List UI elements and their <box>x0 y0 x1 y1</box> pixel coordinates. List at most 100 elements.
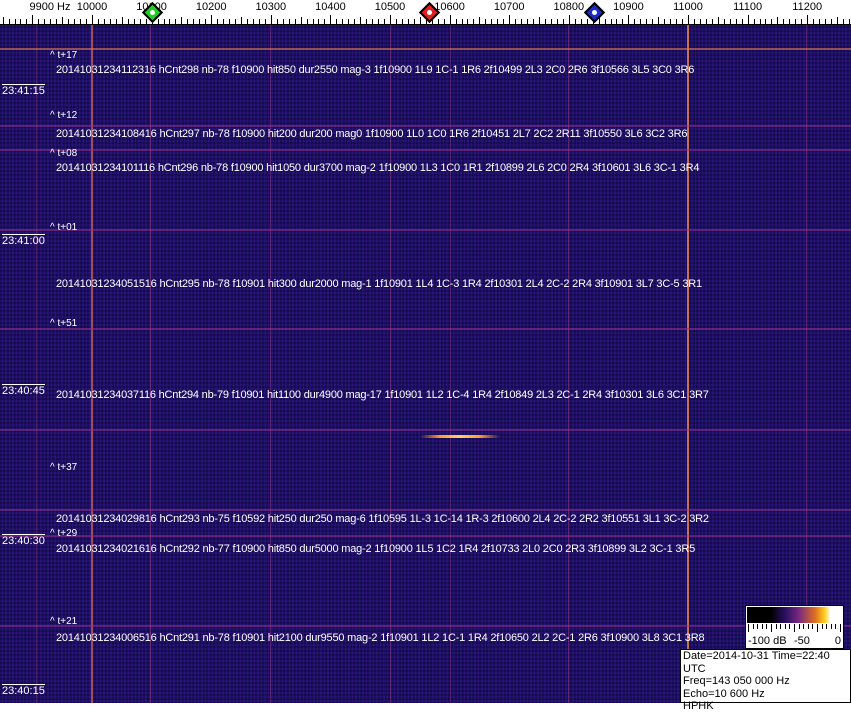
axis-tick <box>289 19 290 25</box>
color-tick <box>761 624 763 629</box>
axis-tick <box>74 19 75 25</box>
axis-tick <box>432 19 433 25</box>
interference-line <box>0 625 851 627</box>
axis-tick <box>616 19 617 25</box>
axis-tick <box>134 19 135 25</box>
axis-tick <box>527 19 528 25</box>
axis-tick <box>62 17 63 25</box>
axis-tick <box>348 19 349 25</box>
axis-tick <box>283 19 284 25</box>
meteor-event-record: 20141031234101116 hCnt296 nb-78 f10900 h… <box>56 162 700 174</box>
axis-tick <box>253 19 254 25</box>
axis-tick <box>497 19 498 25</box>
color-tick <box>812 624 814 629</box>
axis-tick <box>3 17 4 25</box>
axis-tick <box>801 19 802 25</box>
signal-line <box>450 25 451 703</box>
axis-tick <box>813 19 814 25</box>
axis-tick <box>211 15 212 25</box>
axis-tick <box>658 17 659 25</box>
axis-tick <box>26 19 27 25</box>
axis-tick <box>491 19 492 25</box>
axis-tick <box>849 19 850 25</box>
axis-tick <box>110 19 111 25</box>
axis-tick <box>438 19 439 25</box>
interference-line <box>0 149 851 151</box>
time-label: 23:41:00 <box>2 234 45 247</box>
axis-tick <box>467 19 468 25</box>
time-label: 23:41:15 <box>2 84 45 97</box>
time-offset-label: ^ t+01 <box>50 222 78 233</box>
axis-tick <box>330 15 331 25</box>
time-offset-label: ^ t+29 <box>50 528 78 539</box>
axis-tick <box>795 19 796 25</box>
time-offset-label: ^ t+17 <box>50 50 78 61</box>
axis-tick <box>295 19 296 25</box>
color-tick <box>794 624 795 632</box>
color-tick <box>817 624 818 632</box>
axis-tick <box>754 19 755 25</box>
color-tick <box>840 624 841 632</box>
axis-tick <box>181 17 182 25</box>
axis-tick <box>676 19 677 25</box>
interference-line <box>0 48 851 50</box>
axis-tick <box>485 19 486 25</box>
axis-tick <box>307 19 308 25</box>
axis-tick <box>760 19 761 25</box>
axis-tick <box>634 19 635 25</box>
axis-tick <box>843 19 844 25</box>
time-label: 23:40:15 <box>2 684 45 697</box>
axis-tick <box>825 19 826 25</box>
meteor-event-record: 20141031234108416 hCnt297 nb-78 f10900 h… <box>56 128 688 140</box>
axis-tick <box>68 19 69 25</box>
axis-tick <box>169 19 170 25</box>
axis-tick <box>324 19 325 25</box>
axis-tick <box>807 15 808 25</box>
frequency: Freq=143 050 000 Hz <box>683 675 790 687</box>
frequency-axis: 9900 Hz 10000101001020010300104001050010… <box>0 0 851 25</box>
axis-tick <box>533 19 534 25</box>
axis-tick <box>223 19 224 25</box>
axis-tick <box>342 19 343 25</box>
axis-tick <box>473 19 474 25</box>
echo-frequency: Echo=10 600 Hz <box>683 687 765 700</box>
axis-tick <box>575 19 576 25</box>
axis-tick <box>259 19 260 25</box>
signal-line <box>390 25 391 703</box>
axis-tick <box>462 19 463 25</box>
freq-label: 10900 <box>613 1 644 13</box>
axis-tick <box>354 19 355 25</box>
axis-tick <box>688 15 689 25</box>
signal-line <box>806 25 807 703</box>
color-label-min: -100 dB <box>748 635 787 647</box>
color-tick <box>807 624 809 629</box>
axis-tick <box>247 19 248 25</box>
axis-tick <box>175 19 176 25</box>
meteor-event-record: 20141031234021616 hCnt292 nb-77 f10900 h… <box>56 543 695 555</box>
axis-tick <box>140 19 141 25</box>
axis-tick <box>742 19 743 25</box>
meteor-event-record: 20141031234006516 hCnt291 nb-78 f10901 h… <box>56 632 705 644</box>
carrier-line <box>91 25 93 703</box>
axis-tick <box>193 19 194 25</box>
axis-tick <box>783 19 784 25</box>
color-tick <box>748 624 749 632</box>
axis-tick <box>765 19 766 25</box>
time-label: 23:40:45 <box>2 384 45 397</box>
freq-label: 10000 <box>76 1 108 13</box>
signal-line <box>568 25 569 703</box>
color-gradient <box>747 607 842 623</box>
axis-tick <box>301 17 302 25</box>
axis-tick <box>372 19 373 25</box>
color-tick <box>784 624 786 629</box>
axis-tick <box>563 19 564 25</box>
axis-tick <box>646 19 647 25</box>
axis-tick <box>86 19 87 25</box>
axis-tick <box>360 17 361 25</box>
axis-tick <box>730 19 731 25</box>
axis-tick <box>611 19 612 25</box>
axis-tick <box>479 17 480 25</box>
axis-tick <box>15 19 16 25</box>
axis-tick <box>706 19 707 25</box>
axis-tick <box>664 19 665 25</box>
